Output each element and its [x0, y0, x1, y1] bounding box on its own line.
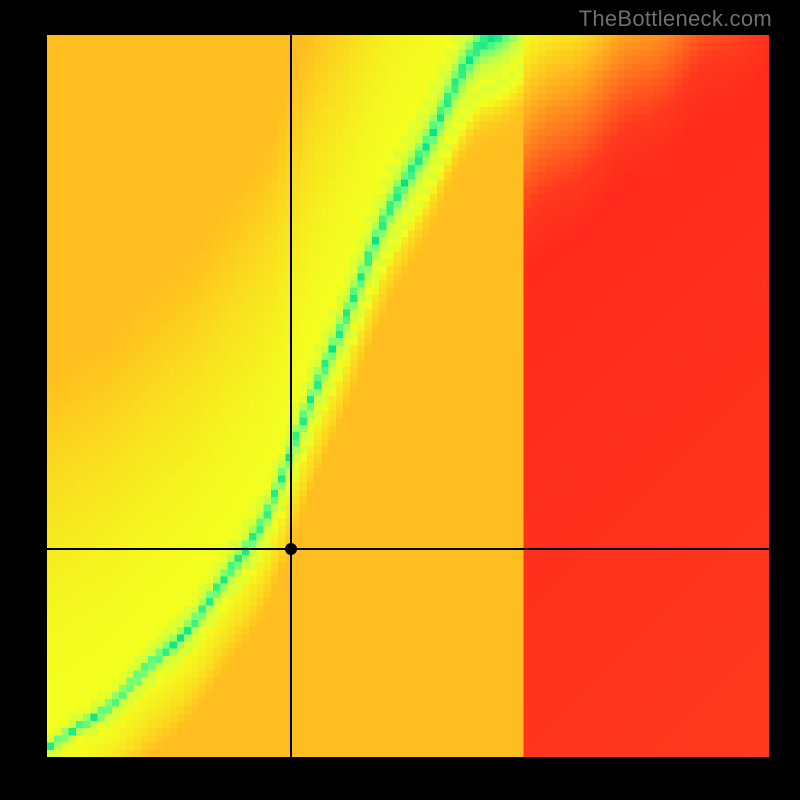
crosshair-vertical: [290, 35, 291, 757]
heatmap-plot: [47, 35, 769, 757]
crosshair-horizontal: [47, 548, 769, 549]
watermark-text: TheBottleneck.com: [579, 6, 772, 32]
heatmap-canvas: [47, 35, 769, 757]
crosshair-point: [285, 543, 297, 555]
